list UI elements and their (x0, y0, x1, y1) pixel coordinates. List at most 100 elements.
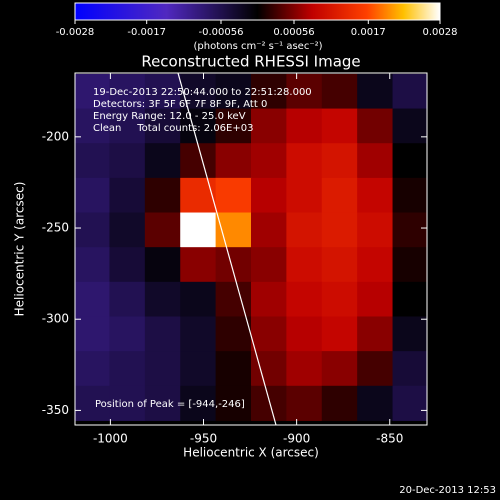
heatmap-cell (357, 316, 394, 352)
annotation: Energy Range: 12.0 - 25.0 keV (93, 111, 246, 122)
heatmap-cell (321, 108, 358, 144)
heatmap-cell (75, 316, 110, 352)
heatmap-cell (180, 108, 217, 144)
heatmap-cell (357, 108, 394, 144)
y-tick-label: -200 (42, 129, 69, 143)
heatmap-cell (109, 281, 146, 317)
heatmap-cell (392, 177, 427, 214)
heatmap-cell (357, 351, 394, 387)
heatmap-cell (180, 316, 217, 352)
heatmap-cell (180, 143, 217, 179)
heatmap-cell (215, 212, 252, 248)
heatmap-cell (109, 108, 146, 144)
heatmap-cell (251, 281, 287, 317)
heatmap (75, 73, 427, 421)
heatmap-cell (75, 177, 110, 214)
heatmap-cell (321, 385, 358, 421)
heatmap-cell (286, 177, 323, 214)
x-tick-label: -850 (376, 432, 403, 446)
heatmap-cell (392, 143, 427, 179)
heatmap-cell (286, 247, 323, 283)
heatmap-cell (286, 316, 323, 352)
chart-title: Reconstructed RHESSI Image (141, 53, 360, 71)
heatmap-cell (357, 212, 394, 248)
y-tick-label: -300 (42, 312, 69, 326)
heatmap-cell (357, 73, 394, 110)
heatmap-cell (109, 247, 146, 283)
heatmap-cell (75, 143, 110, 179)
heatmap-cell (286, 385, 323, 421)
heatmap-cell (251, 177, 287, 214)
heatmap-cell (215, 177, 252, 214)
heatmap-cell (392, 281, 427, 317)
heatmap-cell (357, 247, 394, 283)
heatmap-cell (286, 143, 323, 179)
heatmap-cell (251, 316, 287, 352)
heatmap-cell (75, 212, 110, 248)
heatmap-cell (251, 385, 287, 421)
heatmap-cell (286, 212, 323, 248)
heatmap-cell (109, 212, 146, 248)
solar-limb (177, 73, 277, 425)
heatmap-cell (321, 212, 358, 248)
heatmap-cell (215, 281, 252, 317)
heatmap-cell (321, 351, 358, 387)
heatmap-cell (251, 143, 287, 179)
heatmap-cell (144, 281, 181, 317)
y-axis-label: Heliocentric Y (arcsec) (13, 182, 27, 317)
heatmap-cell (180, 177, 217, 214)
heatmap-cell (357, 281, 394, 317)
heatmap-cell (215, 108, 252, 144)
heatmap-cell (144, 212, 181, 248)
heatmap-cell (144, 247, 181, 283)
heatmap-cell (357, 143, 394, 179)
heatmap-cell (392, 316, 427, 352)
heatmap-cell (75, 281, 110, 317)
heatmap-cell (321, 247, 358, 283)
colorbar (74, 2, 441, 21)
heatmap-cell (321, 281, 358, 317)
heatmap-cell (286, 281, 323, 317)
heatmap-cell (144, 351, 181, 387)
heatmap-cell (144, 385, 181, 421)
heatmap-cell (321, 177, 358, 214)
heatmap-cell (392, 247, 427, 283)
y-tick-label: -250 (42, 221, 69, 235)
heatmap-cell (109, 177, 146, 214)
heatmap-cell (286, 73, 323, 110)
heatmap-cell (75, 247, 110, 283)
heatmap-cell (75, 351, 110, 387)
heatmap-cell (215, 385, 252, 421)
heatmap-cell (392, 108, 427, 144)
heatmap-cell (321, 316, 358, 352)
heatmap-cell (357, 177, 394, 214)
heatmap-cell (215, 351, 252, 387)
heatmap-cell (109, 316, 146, 352)
heatmap-cell (357, 385, 394, 421)
heatmap-cell (392, 385, 427, 421)
heatmap-cell (75, 385, 110, 421)
heatmap-cell (251, 212, 287, 248)
heatmap-cell (75, 108, 110, 144)
annotation: Detectors: 3F 5F 6F 7F 8F 9F, Att 0 (93, 99, 267, 110)
heatmap-cell (251, 73, 287, 110)
heatmap-cell (251, 108, 287, 144)
heatmap-cell (321, 143, 358, 179)
colorbar-tick-label: -0.0028 (56, 27, 95, 38)
heatmap-cell (109, 73, 146, 110)
heatmap-cell (75, 73, 110, 110)
x-tick-label: -1000 (93, 432, 128, 446)
heatmap-cell (180, 247, 217, 283)
timestamp: 20-Dec-2013 12:53 (399, 485, 496, 496)
heatmap-cell (109, 385, 146, 421)
heatmap-cell (144, 73, 181, 110)
colorbar-tick-label: 0.0017 (351, 27, 386, 38)
colorbar-tick-label: 0.00056 (273, 27, 314, 38)
x-tick-label: -900 (283, 432, 310, 446)
peak-label: Position of Peak = [-944,-246] (95, 399, 245, 410)
heatmap-cell (215, 247, 252, 283)
heatmap-cell (109, 351, 146, 387)
heatmap-cell (144, 316, 181, 352)
annotation: 19-Dec-2013 22:50:44.000 to 22:51:28.000 (93, 87, 312, 98)
